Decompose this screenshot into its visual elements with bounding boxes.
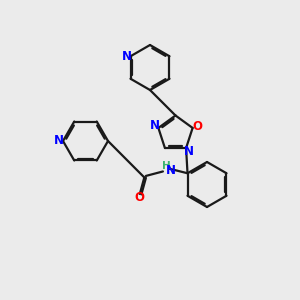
Text: N: N bbox=[166, 164, 176, 177]
Text: N: N bbox=[184, 145, 194, 158]
Text: N: N bbox=[149, 119, 160, 132]
Text: N: N bbox=[53, 134, 64, 148]
Text: O: O bbox=[193, 120, 203, 133]
Text: N: N bbox=[122, 50, 132, 63]
Text: O: O bbox=[135, 191, 145, 204]
Text: H: H bbox=[161, 161, 170, 171]
